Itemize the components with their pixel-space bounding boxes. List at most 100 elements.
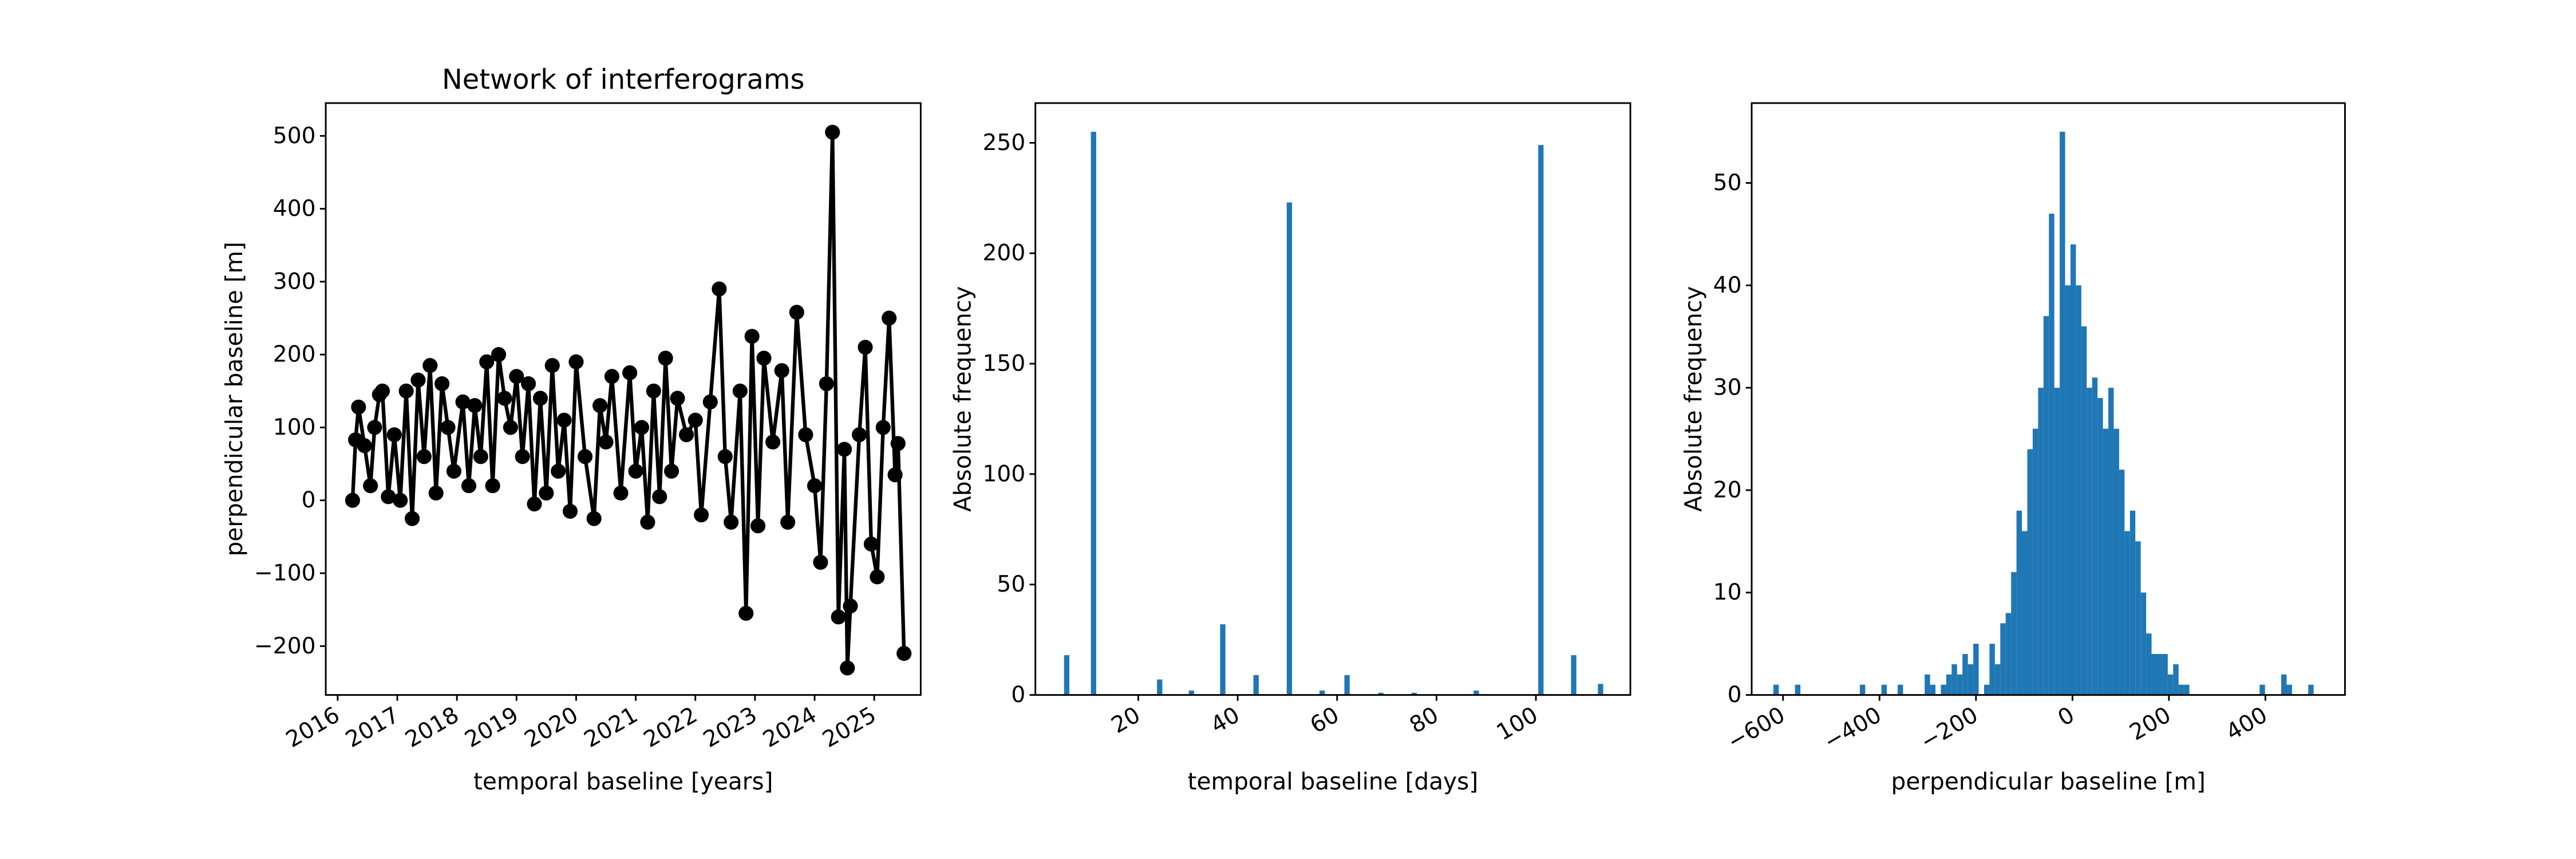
acquisition-marker [658, 350, 673, 366]
histogram-bar [1973, 644, 1979, 695]
histogram-bar [2178, 684, 2184, 695]
bar [1411, 692, 1417, 695]
acquisition-marker [568, 354, 584, 369]
acquisition-marker [410, 372, 426, 388]
bar [1319, 690, 1325, 695]
acquisition-marker [819, 376, 834, 392]
acquisition-marker [807, 478, 823, 494]
histogram-bar [2081, 326, 2087, 695]
acquisition-marker [428, 485, 444, 501]
bar [1598, 684, 1603, 695]
plot-area [345, 124, 912, 676]
acquisition-marker [738, 605, 754, 621]
acquisition-marker [556, 412, 572, 428]
y-tick-label: 500 [273, 123, 316, 149]
y-tick-label: −200 [254, 633, 316, 659]
acquisition-marker [890, 436, 906, 451]
y-tick-label: 10 [1713, 580, 1742, 605]
acquisition-marker [551, 463, 566, 479]
axes-frame [1751, 102, 2346, 696]
acquisition-marker [592, 398, 608, 413]
acquisition-marker [434, 376, 450, 392]
histogram-bar [2065, 285, 2071, 695]
y-tick-label: 200 [273, 342, 316, 368]
acquisition-marker [461, 478, 477, 494]
acquisition-marker [843, 598, 858, 614]
bar [1253, 675, 1259, 695]
bar [1220, 624, 1226, 695]
histogram-bar [2076, 285, 2081, 695]
bar [1157, 679, 1163, 695]
x-axis-label: temporal baseline [years] [473, 768, 773, 795]
acquisition-marker [628, 463, 643, 479]
y-tick-label: 0 [1011, 682, 1025, 708]
histogram-bar [2140, 592, 2147, 695]
acquisition-marker [765, 434, 781, 450]
histogram-bar [1967, 664, 1974, 695]
histogram-bar [2173, 664, 2179, 695]
histogram-bar [2032, 428, 2038, 695]
y-tick-label: 300 [273, 269, 316, 294]
y-tick-label: −100 [254, 560, 316, 586]
histogram-bar [1994, 664, 2001, 695]
acquisition-marker [652, 489, 667, 505]
histogram-bar [2005, 613, 2012, 695]
histogram-bar [1859, 684, 1866, 695]
acquisition-marker [882, 310, 897, 326]
acquisition-marker [712, 281, 727, 297]
histogram-bar [2087, 388, 2092, 695]
histogram-bar [2184, 684, 2190, 695]
y-tick-label: 150 [982, 351, 1025, 377]
acquisition-marker [717, 449, 733, 464]
bar [1188, 690, 1195, 695]
histogram-bar [2146, 633, 2152, 695]
histogram-bar [2011, 572, 2017, 695]
histogram-bar [2000, 623, 2006, 695]
acquisition-marker [732, 383, 748, 399]
histogram-bar [2016, 510, 2022, 695]
acquisition-marker [532, 391, 548, 406]
bar [1286, 202, 1293, 695]
acquisition-marker [789, 305, 804, 320]
histogram-bar [2043, 316, 2049, 695]
acquisition-marker [515, 449, 530, 464]
histogram-bar [1951, 664, 1957, 695]
histogram-bar [2151, 654, 2157, 695]
acquisition-marker [756, 350, 772, 366]
acquisition-marker [750, 518, 766, 534]
acquisition-marker [381, 489, 396, 505]
acquisition-marker [521, 376, 536, 392]
histogram-bar [2108, 388, 2114, 695]
axes-frame [325, 102, 922, 696]
histogram-bar [2113, 428, 2119, 695]
acquisition-marker [640, 514, 655, 530]
acquisition-marker [724, 514, 739, 530]
acquisition-marker [813, 554, 828, 570]
acquisition-marker [479, 354, 495, 369]
histogram-bar [2156, 654, 2163, 695]
acquisition-marker [357, 438, 372, 454]
y-tick-label: 0 [302, 487, 316, 513]
plot-area [1064, 132, 1603, 695]
acquisition-marker [527, 496, 542, 512]
acquisition-marker [398, 383, 414, 399]
y-tick-label: 20 [1713, 477, 1742, 503]
acquisition-marker [798, 427, 813, 443]
y-tick-label: 0 [1728, 682, 1742, 708]
acquisition-marker [670, 391, 685, 406]
acquisition-marker [363, 478, 378, 494]
acquisition-marker [622, 365, 638, 381]
acquisition-marker [887, 467, 903, 483]
histogram-bar [2092, 377, 2098, 695]
y-tick-label: 250 [982, 130, 1025, 156]
histogram-bar [1957, 674, 1963, 695]
acquisition-marker [367, 420, 382, 435]
acquisition-marker [586, 511, 602, 526]
bar [1378, 692, 1384, 695]
acquisition-marker [467, 398, 483, 413]
histogram-bar [2119, 470, 2125, 695]
acquisition-marker [837, 442, 852, 457]
histogram-bar [1795, 684, 1801, 695]
